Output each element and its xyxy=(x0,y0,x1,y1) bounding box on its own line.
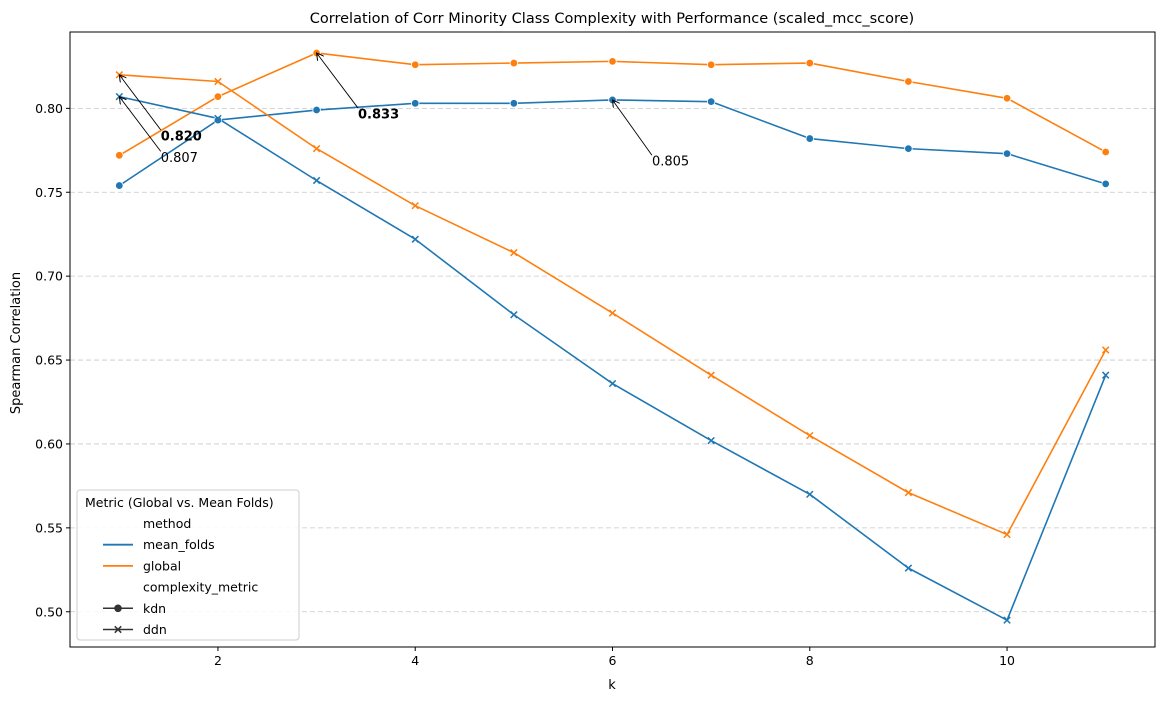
x-tick-label: 10 xyxy=(999,653,1015,668)
data-point-mean_folds-kdn xyxy=(805,134,814,143)
x-tick-label: 4 xyxy=(411,653,419,668)
data-point-global-kdn xyxy=(115,151,124,160)
data-point-global-kdn xyxy=(706,60,716,69)
data-point-mean_folds-ddn xyxy=(510,311,518,319)
series-line-global-ddn xyxy=(119,73,1107,536)
annotation-arrow xyxy=(317,53,359,109)
data-point-global-ddn xyxy=(608,309,617,317)
data-point-mean_folds-kdn xyxy=(115,181,124,190)
data-point-global-kdn xyxy=(411,60,420,69)
data-point-global-ddn xyxy=(214,77,222,86)
annotation-arrow xyxy=(119,75,162,131)
x-tick-label: 8 xyxy=(806,653,814,668)
data-point-global-kdn xyxy=(904,77,913,86)
data-point-mean_folds-kdn xyxy=(706,97,716,106)
data-point-mean_folds-ddn xyxy=(904,564,913,572)
data-point-global-kdn xyxy=(213,92,223,101)
data-point-global-ddn xyxy=(1101,346,1110,354)
legend-entry-label: method xyxy=(143,516,191,531)
data-point-mean_folds-ddn xyxy=(1101,371,1110,379)
data-point-mean_folds-kdn xyxy=(1101,179,1110,189)
legend-entry-label: kdn xyxy=(143,601,166,616)
y-tick-label: 0.50 xyxy=(35,604,63,619)
x-tick-label: 6 xyxy=(609,653,617,668)
data-point-mean_folds-ddn xyxy=(608,379,617,388)
data-point-mean_folds-ddn xyxy=(707,436,715,445)
data-point-mean_folds-ddn xyxy=(214,114,222,123)
data-point-global-kdn xyxy=(608,57,617,66)
data-point-mean_folds-kdn xyxy=(312,105,321,115)
legend-title: Metric (Global vs. Mean Folds) xyxy=(85,495,274,510)
legend: Metric (Global vs. Mean Folds) method mean… xyxy=(76,489,300,641)
x-axis-label: k xyxy=(608,678,616,693)
annotation-label: 0.807 xyxy=(161,151,198,166)
data-point-mean_folds-ddn xyxy=(411,235,419,243)
data-point-mean_folds-ddn xyxy=(312,176,321,185)
data-point-global-kdn xyxy=(805,58,814,68)
legend-marker-kdn xyxy=(114,604,122,613)
data-point-global-ddn xyxy=(707,371,715,379)
data-point-global-ddn xyxy=(806,431,814,440)
y-tick-label: 0.75 xyxy=(35,185,63,200)
legend-entry-label: ddn xyxy=(143,622,167,637)
axes: 0.50 0.55 0.60 0.65 0.70 0.75 0.80 2 4 6 8 10 xyxy=(35,101,1015,668)
data-point-mean_folds-kdn xyxy=(213,115,223,125)
y-tick-label: 0.70 xyxy=(35,269,63,284)
annotation-arrow xyxy=(613,100,653,156)
annotation-label: 0.805 xyxy=(652,155,689,170)
annotations: 0.820 0.807 0.833 0.805 xyxy=(119,53,689,170)
series-line-mean_folds-kdn xyxy=(118,99,1106,187)
y-tick-label: 0.65 xyxy=(35,353,63,368)
data-point-mean_folds-ddn xyxy=(1003,616,1011,624)
annotation-label: 0.820 xyxy=(161,129,202,144)
data-point-global-ddn xyxy=(510,248,518,257)
data-point-global-kdn xyxy=(509,58,519,68)
legend-box xyxy=(76,489,300,641)
x-tick-label: 2 xyxy=(214,653,222,668)
data-point-global-ddn xyxy=(904,488,913,497)
series-markers xyxy=(115,48,1110,624)
y-tick-label: 0.60 xyxy=(35,436,63,451)
legend-marker-ddn xyxy=(114,625,122,634)
data-point-global-ddn xyxy=(411,201,419,210)
data-point-mean_folds-ddn xyxy=(806,490,814,499)
legend-entry-label: complexity_metric xyxy=(143,580,258,595)
data-point-global-kdn xyxy=(1101,147,1110,157)
data-point-global-kdn xyxy=(1002,94,1012,103)
data-point-mean_folds-kdn xyxy=(904,144,913,153)
y-tick-label: 0.55 xyxy=(35,520,63,535)
data-point-mean_folds-kdn xyxy=(1002,149,1012,158)
legend-entry-label: mean_folds xyxy=(143,537,215,552)
chart-title: Correlation of Corr Minority Class Compl… xyxy=(310,11,914,27)
data-point-global-ddn xyxy=(312,144,321,153)
annotation-label: 0.833 xyxy=(358,108,399,123)
annotation-arrow xyxy=(119,97,162,152)
y-tick-label: 0.80 xyxy=(35,101,63,116)
data-point-global-ddn xyxy=(1003,530,1011,539)
data-point-mean_folds-kdn xyxy=(411,99,420,108)
legend-entry-label: global xyxy=(143,558,181,573)
data-point-mean_folds-kdn xyxy=(509,99,519,108)
y-axis-label: Spearman Correlation xyxy=(9,272,24,414)
